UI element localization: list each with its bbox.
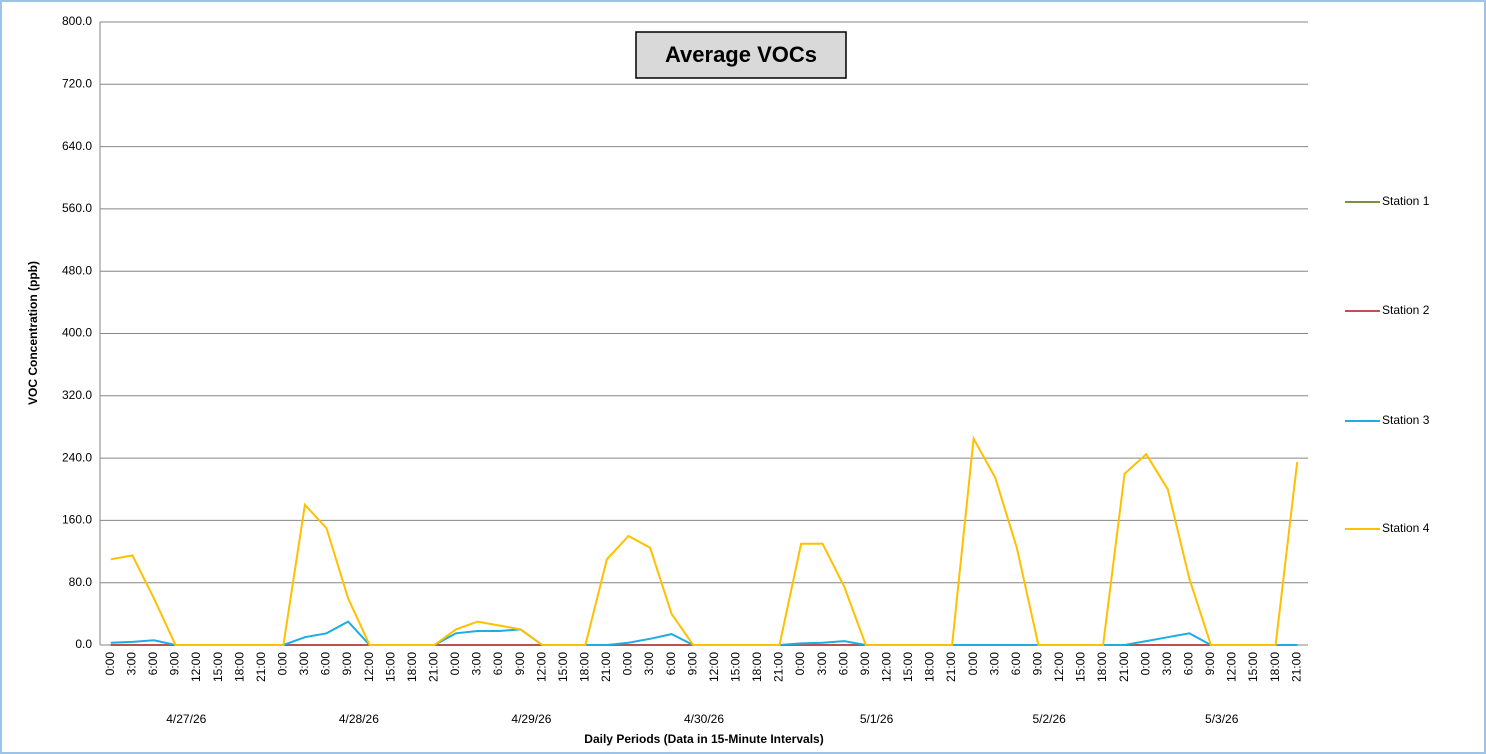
- x-axis-label: Daily Periods (Data in 15-Minute Interva…: [584, 732, 823, 746]
- x-tick-label: 6:00: [491, 652, 505, 676]
- date-label: 5/2/26: [1032, 712, 1066, 726]
- y-axis-label: VOC Concentration (ppb): [26, 261, 40, 405]
- x-tick-label: 0:00: [621, 652, 635, 676]
- y-tick-label: 80.0: [69, 575, 93, 589]
- x-tick-label: 15:00: [1074, 652, 1088, 682]
- date-label: 4/29/26: [511, 712, 551, 726]
- chart-title: Average VOCs: [665, 42, 817, 67]
- x-tick-label: 6:00: [146, 652, 160, 676]
- x-tick-label: 12:00: [534, 652, 548, 682]
- x-tick-label: 15:00: [729, 652, 743, 682]
- x-tick-label: 9:00: [685, 652, 699, 676]
- x-tick-label: 0:00: [966, 652, 980, 676]
- date-label: 4/30/26: [684, 712, 724, 726]
- y-tick-label: 160.0: [62, 513, 92, 527]
- x-tick-label: 9:00: [168, 652, 182, 676]
- date-label: 4/27/26: [166, 712, 206, 726]
- y-tick-label: 240.0: [62, 450, 92, 464]
- x-tick-label: 0:00: [448, 652, 462, 676]
- y-tick-label: 480.0: [62, 263, 92, 277]
- x-tick-label: 12:00: [707, 652, 721, 682]
- x-tick-label: 9:00: [1031, 652, 1045, 676]
- x-tick-label: 3:00: [815, 652, 829, 676]
- x-tick-label: 18:00: [923, 652, 937, 682]
- x-tick-label: 6:00: [1009, 652, 1023, 676]
- x-tick-label: 21:00: [427, 652, 441, 682]
- legend-label: Station 3: [1382, 413, 1430, 427]
- x-tick-label: 12:00: [189, 652, 203, 682]
- x-tick-label: 3:00: [987, 652, 1001, 676]
- x-tick-label: 0:00: [276, 652, 290, 676]
- x-tick-label: 18:00: [1268, 652, 1282, 682]
- y-tick-label: 0.0: [75, 637, 92, 651]
- date-label: 5/3/26: [1205, 712, 1239, 726]
- x-tick-label: 18:00: [405, 652, 419, 682]
- x-tick-label: 15:00: [556, 652, 570, 682]
- x-tick-label: 3:00: [1160, 652, 1174, 676]
- x-tick-label: 18:00: [578, 652, 592, 682]
- x-tick-label: 18:00: [1095, 652, 1109, 682]
- x-tick-label: 12:00: [362, 652, 376, 682]
- x-tick-label: 6:00: [1182, 652, 1196, 676]
- y-tick-label: 800.0: [62, 14, 92, 28]
- y-tick-label: 320.0: [62, 388, 92, 402]
- legend-label: Station 2: [1382, 303, 1430, 317]
- date-label: 5/1/26: [860, 712, 894, 726]
- x-tick-label: 12:00: [1225, 652, 1239, 682]
- title-box: [635, 31, 847, 79]
- x-tick-label: 15:00: [1246, 652, 1260, 682]
- x-tick-label: 12:00: [880, 652, 894, 682]
- x-tick-label: 21:00: [944, 652, 958, 682]
- y-tick-label: 720.0: [62, 76, 92, 90]
- x-tick-label: 15:00: [901, 652, 915, 682]
- x-tick-label: 3:00: [125, 652, 139, 676]
- x-tick-label: 18:00: [750, 652, 764, 682]
- legend-label: Station 4: [1382, 521, 1430, 535]
- x-tick-label: 0:00: [793, 652, 807, 676]
- series-line: [110, 435, 1299, 646]
- x-tick-label: 0:00: [103, 652, 117, 676]
- x-tick-label: 6:00: [664, 652, 678, 676]
- x-tick-label: 21:00: [254, 652, 268, 682]
- x-tick-label: 3:00: [297, 652, 311, 676]
- y-tick-label: 560.0: [62, 201, 92, 215]
- y-tick-label: 640.0: [62, 139, 92, 153]
- x-tick-label: 15:00: [211, 652, 225, 682]
- x-tick-label: 9:00: [513, 652, 527, 676]
- x-tick-label: 3:00: [642, 652, 656, 676]
- x-tick-label: 3:00: [470, 652, 484, 676]
- x-tick-label: 21:00: [772, 652, 786, 682]
- x-tick-label: 9:00: [858, 652, 872, 676]
- x-tick-label: 9:00: [340, 652, 354, 676]
- x-tick-label: 9:00: [1203, 652, 1217, 676]
- x-tick-label: 6:00: [836, 652, 850, 676]
- y-tick-label: 400.0: [62, 326, 92, 340]
- x-tick-label: 21:00: [599, 652, 613, 682]
- x-tick-label: 15:00: [383, 652, 397, 682]
- legend-label: Station 1: [1382, 194, 1430, 208]
- x-tick-label: 18:00: [232, 652, 246, 682]
- date-label: 4/28/26: [339, 712, 379, 726]
- x-tick-label: 6:00: [319, 652, 333, 676]
- x-tick-label: 21:00: [1289, 652, 1303, 682]
- x-tick-label: 21:00: [1117, 652, 1131, 682]
- x-tick-label: 0:00: [1138, 652, 1152, 676]
- x-tick-label: 12:00: [1052, 652, 1066, 682]
